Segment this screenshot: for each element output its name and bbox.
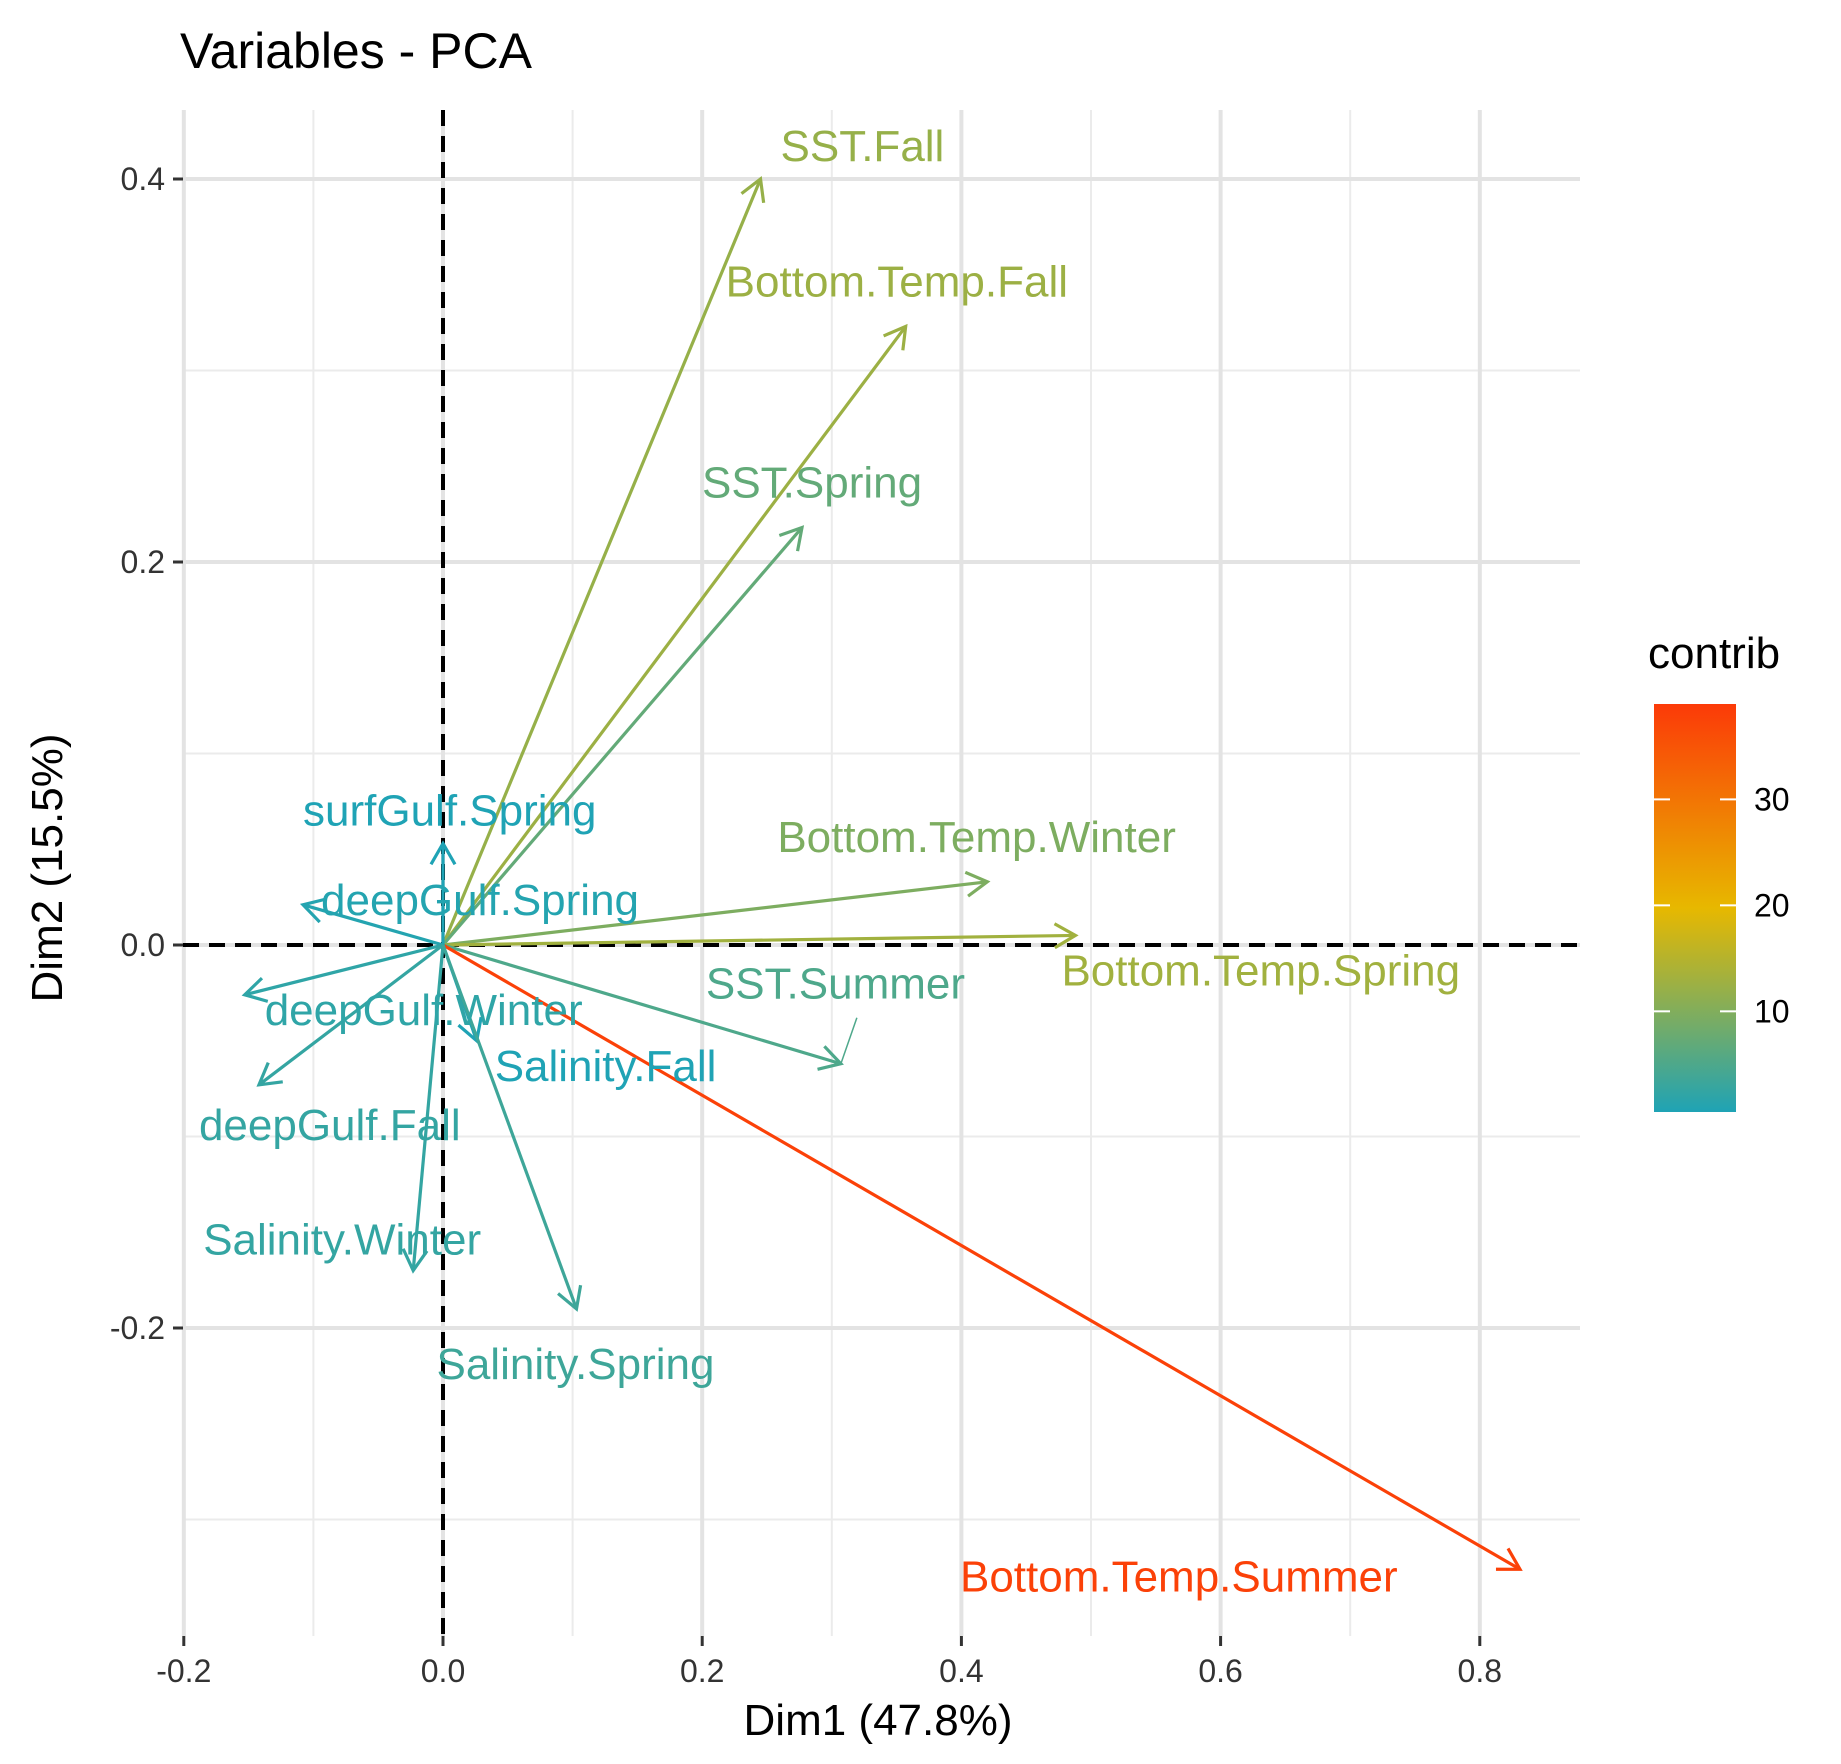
x-tick-label: 0.8: [1458, 1653, 1502, 1689]
x-tick-label: 0.0: [421, 1653, 465, 1689]
variable-arrows: [241, 176, 1523, 1571]
variable-label: deepGulf.Fall: [199, 1101, 461, 1150]
arrow-deepGulf.Fall: [258, 943, 444, 1087]
arrow-SST.Summer: [442, 943, 842, 1066]
variable-label: SST.Fall: [781, 122, 945, 171]
x-tick-label: -0.2: [156, 1653, 211, 1689]
arrowhead-deepGulf.Spring: [299, 897, 327, 924]
arrowhead-Salinity.Spring: [557, 1284, 583, 1312]
x-axis-title: Dim1 (47.8%): [744, 1696, 1013, 1745]
y-tick-label: 0.2: [121, 544, 165, 580]
arrow-SST.Spring: [441, 526, 804, 947]
arrowhead-Bottom.Temp.Spring: [1053, 922, 1079, 950]
label-leader-line: [840, 1017, 858, 1064]
legend-ticks: 10 20 30: [1654, 781, 1790, 1029]
x-tick-label: 0.6: [1198, 1653, 1242, 1689]
legend-tick-label: 10: [1754, 993, 1790, 1029]
variable-label: Bottom.Temp.Summer: [960, 1552, 1398, 1601]
arrow-Salinity.Spring: [441, 944, 578, 1310]
grid-lines: [181, 110, 1580, 1636]
arrow-deepGulf.Winter: [244, 943, 444, 997]
variable-label: Salinity.Fall: [495, 1042, 717, 1091]
reference-lines: [183, 110, 1580, 1636]
arrowhead-SST.Fall: [740, 176, 766, 204]
arrowhead-Bottom.Temp.Winter: [964, 870, 991, 898]
arrowhead-deepGulf.Winter: [241, 976, 269, 1003]
arrowhead-deepGulf.Fall: [256, 1062, 283, 1087]
arrowhead-Salinity.Winter: [401, 1248, 429, 1274]
legend-title: contrib: [1648, 629, 1780, 678]
legend-colorbar: [1654, 704, 1736, 1112]
variable-label: deepGulf.Winter: [265, 986, 583, 1035]
y-tick-label: 0.4: [121, 161, 165, 197]
arrow-SST.Fall: [441, 178, 762, 946]
variable-label: Salinity.Winter: [203, 1216, 481, 1265]
x-tick-label: 0.4: [939, 1653, 983, 1689]
variable-label: Bottom.Temp.Spring: [1061, 946, 1460, 995]
arrow-Bottom.Temp.Winter: [442, 880, 988, 947]
x-tick-label: 0.2: [680, 1653, 724, 1689]
arrowhead-surfGulf.Spring: [429, 840, 457, 866]
chart-title: Variables - PCA: [180, 23, 533, 79]
variable-label: Bottom.Temp.Fall: [726, 257, 1068, 306]
y-axis-title: Dim2 (15.5%): [23, 734, 72, 1003]
arrow-Bottom.Temp.Fall: [441, 325, 907, 946]
y-tick-label: -0.2: [110, 1310, 165, 1346]
y-tick-label: 0.0: [121, 927, 165, 963]
variable-label: SST.Summer: [706, 960, 965, 1009]
variable-labels: SST.Fall Bottom.Temp.Fall SST.Spring Bottom…: [199, 122, 1460, 1601]
legend-tick-label: 20: [1754, 887, 1790, 923]
contrib-legend: contrib 10 20 30: [1648, 629, 1790, 1112]
axes: -0.2 0.0 0.2 0.4 0.6 0.8 -0.2 0.0 0.2 0.4: [110, 161, 1502, 1689]
variable-label: Salinity.Spring: [436, 1340, 714, 1389]
variable-label: SST.Spring: [702, 459, 922, 508]
arrowhead-Bottom.Temp.Summer: [1495, 1547, 1523, 1571]
arrow-Bottom.Temp.Spring: [442, 933, 1076, 947]
arrowhead-Bottom.Temp.Fall: [882, 323, 908, 351]
arrowhead-SST.Spring: [778, 525, 805, 552]
variable-label: Bottom.Temp.Winter: [777, 813, 1176, 862]
variable-label: surfGulf.Spring: [303, 787, 596, 836]
arrow-deepGulf.Spring: [302, 903, 444, 947]
legend-tick-label: 30: [1754, 781, 1790, 817]
variable-label: deepGulf.Spring: [321, 876, 639, 925]
arrow-Salinity.Winter: [411, 944, 445, 1271]
arrow-Bottom.Temp.Summer: [442, 943, 1521, 1571]
